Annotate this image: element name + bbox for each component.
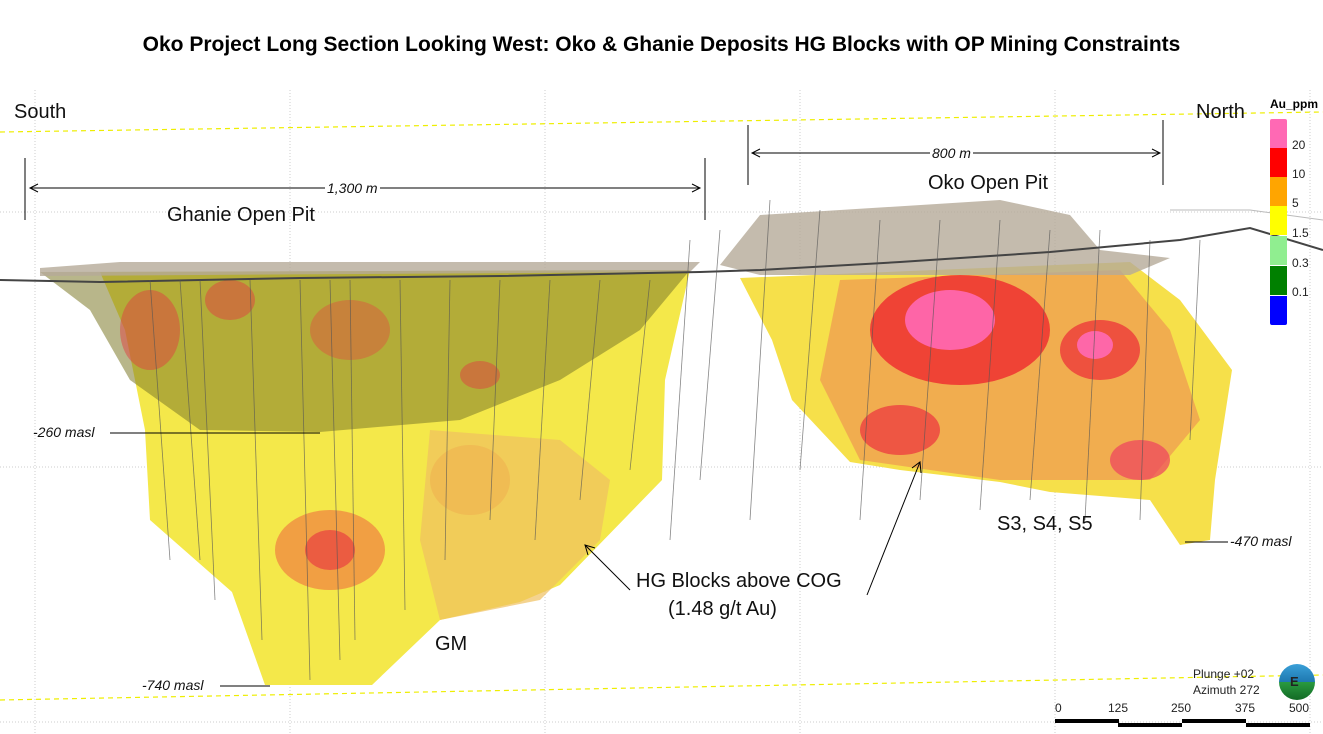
scale-tick: 250	[1171, 701, 1192, 715]
elevation-740-label: -740 masl	[142, 677, 204, 693]
drill-holes	[149, 199, 1201, 681]
legend-swatch-5	[1270, 177, 1287, 206]
bottom-dashed-line	[0, 674, 1323, 701]
legend-value: 0.3	[1292, 256, 1309, 270]
compass-letter: E	[1290, 674, 1299, 689]
north-label: North	[1196, 101, 1245, 123]
orientation-ball-icon	[1279, 664, 1315, 700]
legend-swatch-20	[1270, 119, 1287, 148]
hg-pointer-right	[866, 461, 921, 596]
legend-value: 10	[1292, 167, 1306, 181]
topo-dashed-line	[0, 111, 1323, 133]
plunge-label: Plunge +02	[1193, 667, 1255, 681]
cog-label: (1.48 g/t Au)	[668, 598, 777, 620]
legend-swatch-0-3	[1270, 236, 1287, 265]
scale-tick: 125	[1108, 701, 1129, 715]
oko-width-label: 800 m	[930, 145, 973, 161]
scale-tick: 375	[1235, 701, 1256, 715]
legend-swatch-10	[1270, 148, 1287, 177]
ghanie-pit-shell	[40, 270, 690, 432]
gm-label: GM	[435, 633, 468, 655]
scale-tick: 0	[1055, 701, 1062, 715]
legend-value: 0.1	[1292, 285, 1309, 299]
scale-bar	[1055, 719, 1310, 727]
legend-swatch-1-5	[1270, 206, 1287, 235]
legend-swatch-low	[1270, 296, 1287, 325]
legend-value: 20	[1292, 138, 1306, 152]
ghanie-width-label: 1,300 m	[325, 180, 380, 196]
ghanie-pit-label: Ghanie Open Pit	[167, 204, 315, 226]
legend-title: Au_ppm	[1270, 97, 1318, 111]
legend-value: 5	[1292, 196, 1299, 210]
s3-s4-s5-label: S3, S4, S5	[997, 513, 1093, 535]
hg-blocks-label: HG Blocks above COG	[636, 570, 842, 592]
topographic-surface	[0, 226, 1323, 284]
hg-pointer-left	[584, 544, 631, 591]
figure-title: Oko Project Long Section Looking West: O…	[142, 33, 1181, 56]
azimuth-label: Azimuth 272	[1193, 683, 1260, 697]
legend-swatch-0-1	[1270, 266, 1287, 295]
elevation-470-label: -470 masl	[1230, 533, 1292, 549]
south-label: South	[14, 101, 67, 123]
oko-pit-label: Oko Open Pit	[928, 172, 1049, 194]
elevation-260-label: -260 masl	[33, 424, 95, 440]
oko-pit-shell	[720, 200, 1170, 275]
scale-tick: 500	[1289, 701, 1310, 715]
legend-value: 1.5	[1292, 226, 1309, 240]
